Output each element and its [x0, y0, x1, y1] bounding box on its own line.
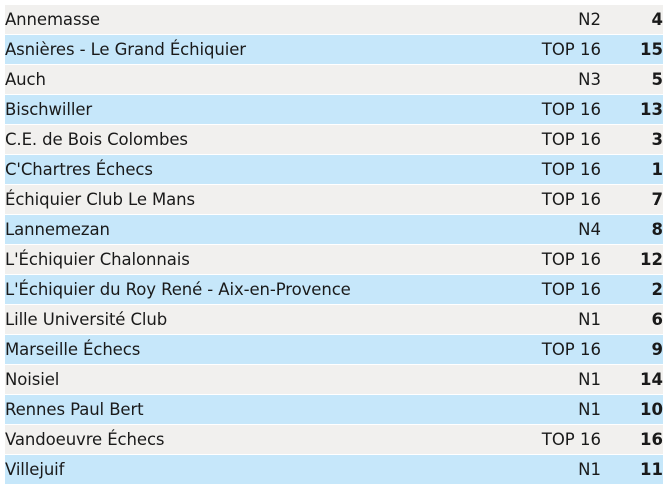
division-cell: TOP 16 [489, 335, 601, 364]
club-name-cell: L'Échiquier Chalonnais [5, 245, 489, 274]
division-cell: TOP 16 [489, 95, 601, 124]
rank-cell: 1 [601, 155, 663, 184]
division-cell: TOP 16 [489, 35, 601, 64]
table-row[interactable]: Rennes Paul Bert N1 10 [5, 395, 663, 424]
division-cell: TOP 16 [489, 125, 601, 154]
table-row[interactable]: Noisiel N1 14 [5, 365, 663, 394]
table-row[interactable]: L'Échiquier Chalonnais TOP 16 12 [5, 245, 663, 274]
rank-cell: 5 [601, 65, 663, 94]
club-name-cell: L'Échiquier du Roy René - Aix-en-Provenc… [5, 275, 489, 304]
table-row[interactable]: Bischwiller TOP 16 13 [5, 95, 663, 124]
club-name-cell: Échiquier Club Le Mans [5, 185, 489, 214]
club-name-cell: Vandoeuvre Échecs [5, 425, 489, 454]
club-name-cell: Lannemezan [5, 215, 489, 244]
club-name-cell: Bischwiller [5, 95, 489, 124]
division-cell: N3 [489, 65, 601, 94]
rank-cell: 9 [601, 335, 663, 364]
clubs-table: Annemasse N2 4 Asnières - Le Grand Échiquie… [5, 4, 663, 485]
club-name-cell: C.E. de Bois Colombes [5, 125, 489, 154]
division-cell: TOP 16 [489, 425, 601, 454]
clubs-table-body: Annemasse N2 4 Asnières - Le Grand Échiquie… [5, 5, 663, 484]
rank-cell: 12 [601, 245, 663, 274]
club-name-cell: Marseille Échecs [5, 335, 489, 364]
division-cell: N1 [489, 395, 601, 424]
rank-cell: 13 [601, 95, 663, 124]
table-row[interactable]: Villejuif N1 11 [5, 455, 663, 484]
table-row[interactable]: Asnières - Le Grand Échiquier TOP 16 15 [5, 35, 663, 64]
table-row[interactable]: Échiquier Club Le Mans TOP 16 7 [5, 185, 663, 214]
table-row[interactable]: C.E. de Bois Colombes TOP 16 3 [5, 125, 663, 154]
club-name-cell: C'Chartres Échecs [5, 155, 489, 184]
table-row[interactable]: Lannemezan N4 8 [5, 215, 663, 244]
rank-cell: 4 [601, 5, 663, 34]
division-cell: TOP 16 [489, 185, 601, 214]
rank-cell: 11 [601, 455, 663, 484]
rank-cell: 14 [601, 365, 663, 394]
club-name-cell: Rennes Paul Bert [5, 395, 489, 424]
club-name-cell: Noisiel [5, 365, 489, 394]
club-name-cell: Asnières - Le Grand Échiquier [5, 35, 489, 64]
rank-cell: 8 [601, 215, 663, 244]
table-row[interactable]: L'Échiquier du Roy René - Aix-en-Provenc… [5, 275, 663, 304]
rank-cell: 2 [601, 275, 663, 304]
table-row[interactable]: Lille Université Club N1 6 [5, 305, 663, 334]
table-row[interactable]: C'Chartres Échecs TOP 16 1 [5, 155, 663, 184]
rank-cell: 15 [601, 35, 663, 64]
division-cell: TOP 16 [489, 245, 601, 274]
table-row[interactable]: Auch N3 5 [5, 65, 663, 94]
division-cell: TOP 16 [489, 275, 601, 304]
table-row[interactable]: Vandoeuvre Échecs TOP 16 16 [5, 425, 663, 454]
rank-cell: 7 [601, 185, 663, 214]
club-name-cell: Auch [5, 65, 489, 94]
division-cell: TOP 16 [489, 155, 601, 184]
club-name-cell: Villejuif [5, 455, 489, 484]
club-name-cell: Annemasse [5, 5, 489, 34]
rank-cell: 16 [601, 425, 663, 454]
rank-cell: 6 [601, 305, 663, 334]
rank-cell: 3 [601, 125, 663, 154]
division-cell: N2 [489, 5, 601, 34]
division-cell: N4 [489, 215, 601, 244]
division-cell: N1 [489, 365, 601, 394]
club-name-cell: Lille Université Club [5, 305, 489, 334]
table-row[interactable]: Marseille Échecs TOP 16 9 [5, 335, 663, 364]
table-row[interactable]: Annemasse N2 4 [5, 5, 663, 34]
division-cell: N1 [489, 305, 601, 334]
rank-cell: 10 [601, 395, 663, 424]
division-cell: N1 [489, 455, 601, 484]
